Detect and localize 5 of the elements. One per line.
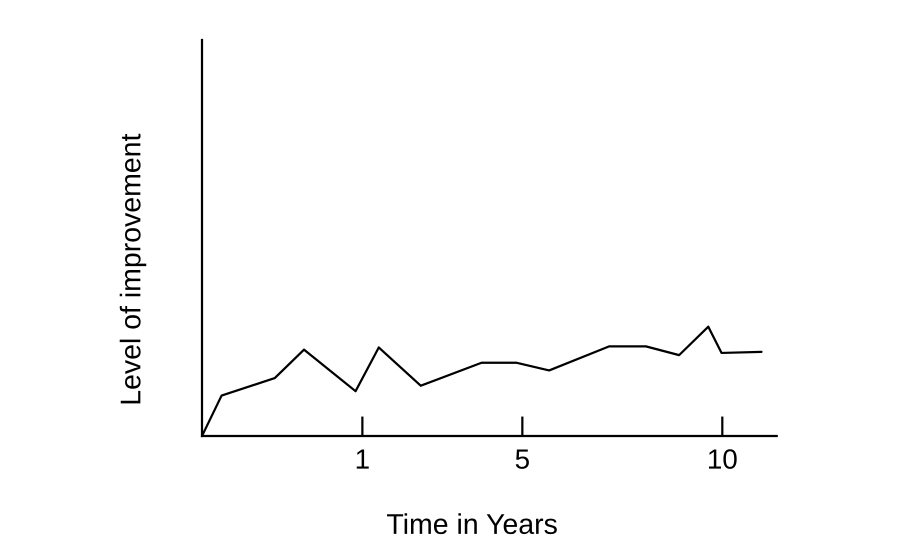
x-tick-label: 1 xyxy=(356,450,369,469)
x-axis-title: Time in Years xyxy=(387,513,557,534)
x-tick-label: 5 xyxy=(516,450,529,469)
x-tick-label: 10 xyxy=(708,449,737,469)
y-axis-title: Level of improvement xyxy=(120,134,146,404)
